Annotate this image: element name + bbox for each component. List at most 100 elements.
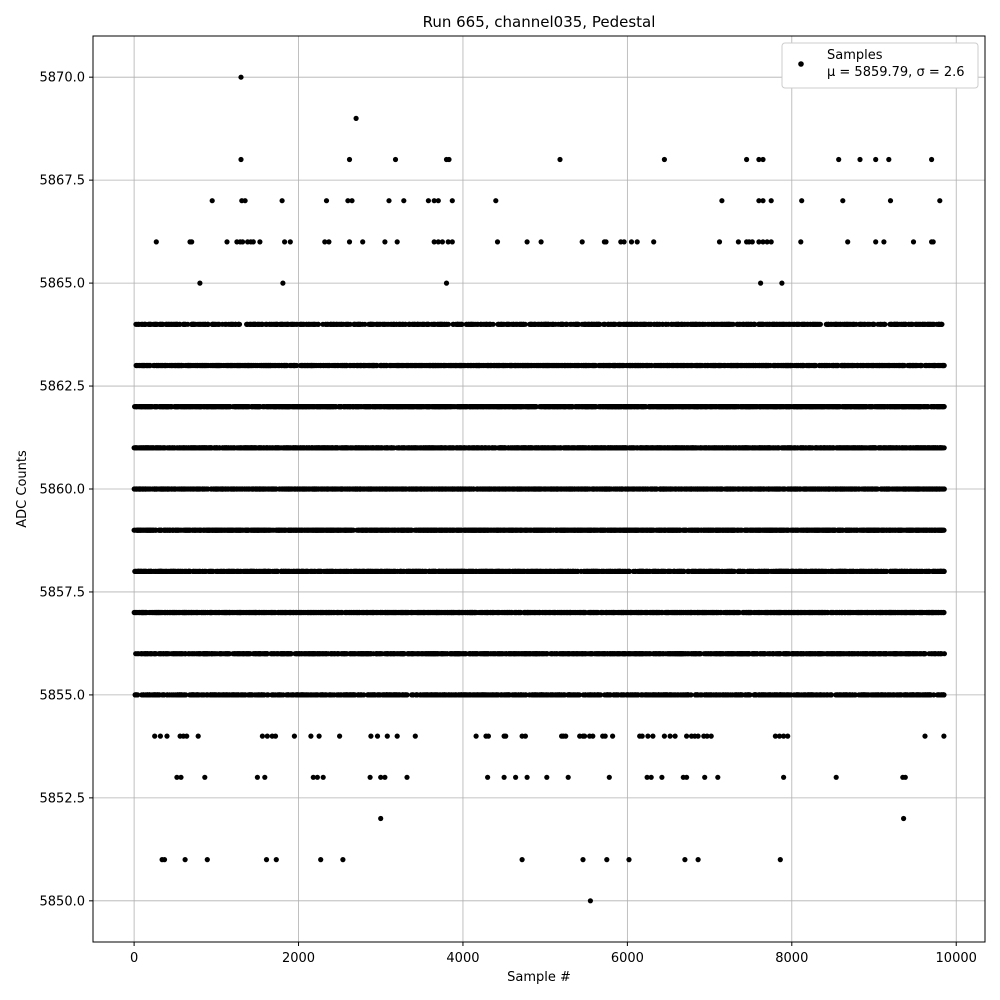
data-point (749, 239, 755, 245)
data-point (435, 239, 441, 245)
data-point (443, 280, 450, 286)
data-point (279, 198, 285, 204)
data-point (435, 198, 441, 204)
data-point (315, 321, 321, 327)
data-point (764, 239, 770, 245)
data-point (538, 239, 544, 245)
data-point (845, 239, 851, 245)
data-point (735, 239, 742, 245)
data-point (628, 239, 635, 245)
data-point (250, 239, 256, 245)
data-point (597, 321, 603, 327)
data-point (346, 156, 353, 163)
data-point (941, 362, 947, 369)
data-point (873, 156, 879, 163)
data-point (189, 239, 195, 245)
data-point (322, 239, 328, 245)
data-point (360, 239, 366, 245)
data-point (634, 239, 640, 245)
data-point (185, 321, 191, 327)
data-point (287, 239, 293, 245)
data-point (345, 198, 351, 204)
data-point (449, 198, 455, 204)
data-point (524, 239, 530, 245)
data-point (799, 198, 805, 204)
data-point (756, 156, 762, 163)
data-point (579, 239, 585, 245)
data-point (446, 156, 452, 163)
data-point (882, 321, 888, 327)
data-point (730, 321, 736, 327)
data-point (621, 239, 627, 245)
data-point (449, 239, 455, 245)
data-point (282, 239, 288, 245)
data-point (445, 239, 451, 245)
data-point (930, 239, 936, 245)
data-point (768, 239, 774, 245)
data-point (760, 156, 766, 163)
data-point (240, 239, 246, 245)
data-point (651, 239, 657, 245)
data-point (760, 198, 766, 204)
data-point (873, 239, 879, 245)
data-point (353, 115, 359, 121)
data-point (886, 156, 892, 163)
data-point (242, 198, 248, 204)
data-point (209, 198, 215, 204)
data-point (431, 198, 437, 204)
data-point (760, 239, 766, 245)
data-points (131, 74, 948, 904)
data-point (522, 321, 528, 327)
data-point (459, 321, 465, 327)
data-point (238, 156, 244, 163)
data-point (401, 198, 407, 204)
data-point (386, 198, 392, 204)
data-point (557, 156, 563, 163)
data-point (392, 156, 399, 163)
data-point (661, 156, 668, 163)
data-point (603, 239, 609, 245)
data-point (836, 156, 842, 163)
data-point (744, 156, 750, 163)
chart-title: Run 665, channel035, Pedestal (423, 13, 656, 31)
data-point (349, 198, 355, 204)
data-point (280, 280, 286, 286)
data-point (439, 239, 445, 245)
data-point (197, 280, 203, 286)
data-point (347, 321, 353, 327)
data-point (236, 321, 243, 327)
data-point (394, 239, 400, 245)
data-point (323, 198, 330, 204)
data-point (929, 156, 935, 163)
data-point (493, 198, 499, 204)
data-point (756, 198, 762, 204)
data-point (937, 198, 943, 204)
data-point (817, 321, 824, 327)
data-point (719, 198, 725, 204)
data-point (910, 239, 917, 245)
data-point (445, 321, 452, 327)
data-point (326, 239, 332, 245)
data-point (840, 198, 846, 204)
data-point (779, 280, 785, 286)
data-point (431, 239, 437, 245)
data-point (939, 321, 945, 327)
data-point (768, 198, 774, 204)
data-point (887, 198, 894, 204)
data-point (362, 321, 368, 327)
data-point (490, 321, 496, 327)
data-point (857, 156, 863, 163)
data-point (153, 239, 159, 245)
data-point (941, 445, 947, 451)
data-point (756, 239, 762, 245)
data-point (205, 321, 211, 327)
data-point (346, 239, 353, 245)
data-point (257, 239, 263, 245)
data-point (758, 280, 764, 286)
data-point (238, 74, 244, 80)
data-point (224, 239, 230, 245)
data-point (494, 239, 501, 245)
data-point (382, 239, 388, 245)
data-point (716, 239, 723, 245)
